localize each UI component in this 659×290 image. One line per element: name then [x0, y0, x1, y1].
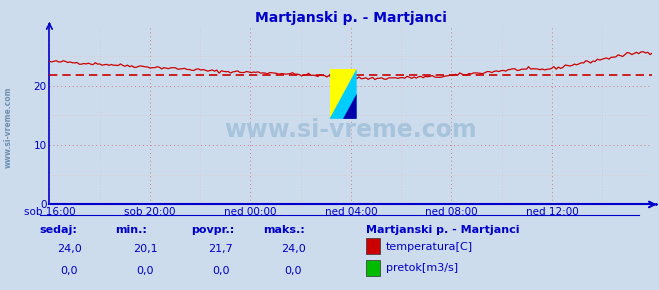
Title: Martjanski p. - Martjanci: Martjanski p. - Martjanci [255, 11, 447, 25]
Text: 21,7: 21,7 [208, 244, 233, 254]
Text: 24,0: 24,0 [281, 244, 306, 254]
Text: maks.:: maks.: [264, 225, 305, 235]
Polygon shape [330, 69, 357, 119]
Text: pretok[m3/s]: pretok[m3/s] [386, 263, 457, 273]
Text: sedaj:: sedaj: [40, 225, 77, 235]
Text: www.si-vreme.com: www.si-vreme.com [225, 117, 477, 142]
Text: 0,0: 0,0 [285, 266, 302, 276]
Text: www.si-vreme.com: www.si-vreme.com [4, 87, 13, 168]
Text: min.:: min.: [115, 225, 147, 235]
Text: povpr.:: povpr.: [191, 225, 235, 235]
Text: temperatura[C]: temperatura[C] [386, 242, 473, 251]
Text: 0,0: 0,0 [136, 266, 154, 276]
Text: 20,1: 20,1 [132, 244, 158, 254]
Polygon shape [330, 69, 357, 119]
Text: 24,0: 24,0 [57, 244, 82, 254]
Text: Martjanski p. - Martjanci: Martjanski p. - Martjanci [366, 225, 519, 235]
Polygon shape [343, 94, 357, 119]
Text: 0,0: 0,0 [212, 266, 229, 276]
Text: 0,0: 0,0 [61, 266, 78, 276]
